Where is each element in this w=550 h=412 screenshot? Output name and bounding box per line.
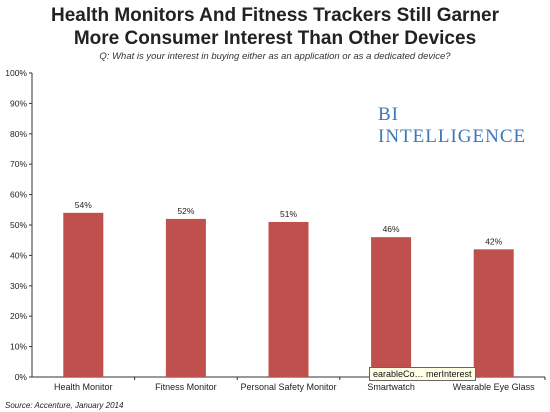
bar xyxy=(165,218,206,377)
y-tick-label: 90% xyxy=(10,98,27,108)
y-tick-label: 60% xyxy=(10,190,27,200)
y-tick-label: 50% xyxy=(10,220,27,230)
hover-tooltip: earableCo… merInterest xyxy=(369,367,476,381)
bi-intelligence-logo: BI INTELLIGENCE xyxy=(378,104,527,147)
x-tick-label: Wearable Eye Glass xyxy=(453,382,535,392)
bar xyxy=(63,212,104,377)
bar-data-label: 42% xyxy=(485,236,502,246)
source-note: Source: Accenture, January 2014 xyxy=(5,401,124,410)
x-tick-label: Health Monitor xyxy=(54,382,113,392)
bar-data-label: 54% xyxy=(75,200,92,210)
y-tick-label: 30% xyxy=(10,281,27,291)
chart-title: Health Monitors And Fitness Trackers Sti… xyxy=(0,4,550,50)
x-tick-label: Smartwatch xyxy=(367,382,415,392)
bar-data-label: 51% xyxy=(280,209,297,219)
y-tick-label: 40% xyxy=(10,250,27,260)
y-tick-label: 10% xyxy=(10,342,27,352)
y-tick-label: 20% xyxy=(10,311,27,321)
bar-data-label: 46% xyxy=(383,224,400,234)
chart-subtitle: Q: What is your interest in buying eithe… xyxy=(99,51,451,62)
x-tick-label: Fitness Monitor xyxy=(155,382,217,392)
bar-data-label: 52% xyxy=(177,206,194,216)
chart-title-line-1: Health Monitors And Fitness Trackers Sti… xyxy=(50,5,500,26)
x-tick-label: Personal Safety Monitor xyxy=(240,382,336,392)
chart-title-line-2: More Consumer Interest Than Other Device… xyxy=(73,28,477,49)
bar xyxy=(473,249,514,377)
y-tick-label: 80% xyxy=(10,129,27,139)
bar xyxy=(268,221,309,377)
y-tick-label: 100% xyxy=(5,68,27,78)
y-tick-label: 70% xyxy=(10,159,27,169)
y-tick-label: 0% xyxy=(15,372,28,382)
bar xyxy=(371,237,412,377)
